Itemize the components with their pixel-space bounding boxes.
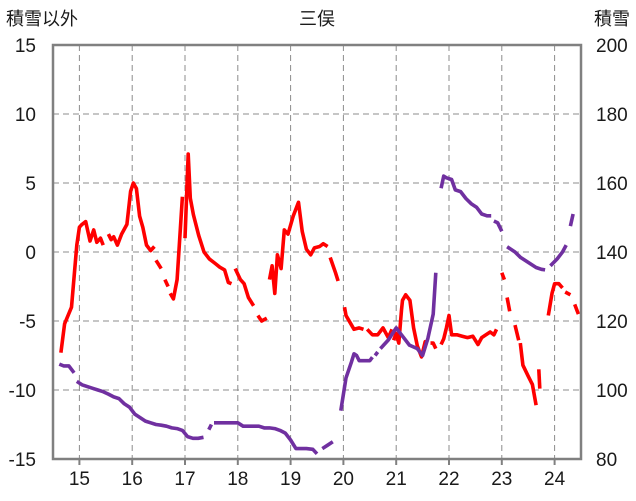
chart-title: 三俣 [299, 9, 335, 30]
series-segment [537, 369, 542, 389]
series-layer [58, 152, 581, 456]
x-tick-label: 18 [227, 469, 248, 490]
plot-frame [51, 43, 583, 461]
y-left-tick-label: 10 [15, 105, 36, 126]
y-right-tick-label: 200 [596, 36, 628, 57]
series-segment [58, 362, 76, 374]
series-segment [546, 281, 564, 316]
series-segment [505, 297, 512, 312]
series-segment [321, 440, 334, 451]
y-right-tick-label: 100 [596, 381, 628, 402]
series-segment [564, 290, 572, 297]
y-left-tick-label: -15 [9, 450, 36, 471]
x-tick-label: 20 [333, 469, 354, 490]
x-tick-label: 19 [280, 469, 301, 490]
series-segment [549, 244, 568, 268]
series-segment [573, 303, 581, 315]
x-tick-label: 16 [122, 469, 143, 490]
y-left-tick-label: 5 [25, 174, 36, 195]
y-left-tick-label: -10 [9, 381, 36, 402]
x-tick-label: 22 [438, 469, 459, 490]
y-right-tick-label: 160 [596, 174, 628, 195]
y-right-tick-label: 120 [596, 312, 628, 333]
x-tick-label: 17 [174, 469, 195, 490]
y-right-tick-label: 180 [596, 105, 628, 126]
series-segment [439, 174, 492, 218]
series-segment [568, 213, 575, 227]
series-segment [439, 313, 499, 347]
x-tick-label: 15 [69, 469, 90, 490]
series-segment [267, 200, 329, 296]
series-segment [430, 341, 438, 350]
series-segment [214, 420, 319, 456]
x-tick-label: 23 [491, 469, 512, 490]
series-segment [154, 259, 163, 270]
series-segment [233, 267, 256, 307]
series-segment [256, 314, 268, 323]
y-right-tick-label: 140 [596, 243, 628, 264]
series-segment [75, 379, 204, 441]
series-segment [500, 272, 507, 281]
x-tick-label: 21 [386, 469, 407, 490]
series-segment [183, 152, 233, 286]
series-segment [163, 278, 170, 288]
right-axis-series [58, 174, 575, 456]
y-left-tick-label: -5 [19, 312, 36, 333]
series-segment [379, 272, 438, 358]
series-segment [59, 219, 105, 353]
grid [53, 45, 581, 459]
series-segment [106, 181, 156, 253]
right-axis-label: 積雪 [594, 9, 630, 30]
series-segment [342, 306, 365, 332]
series-segment [339, 351, 374, 411]
left-axis-series [59, 152, 581, 406]
y-right-tick-label: 80 [596, 450, 617, 471]
series-segment [207, 423, 214, 431]
series-segment [493, 219, 504, 233]
y-left-tick-label: 15 [15, 36, 36, 57]
left-axis-label: 積雪以外 [6, 9, 78, 30]
series-segment [513, 324, 521, 341]
series-segment [373, 350, 380, 357]
x-tick-label: 24 [544, 469, 566, 490]
y-left-tick-label: 0 [25, 243, 36, 264]
series-segment [168, 196, 185, 301]
ticks: 15 16 17 18 19 20 21 22 23 24 15 10 5 0 -5 -10 -15 200 180… [9, 36, 628, 490]
series-segment [328, 256, 340, 282]
series-segment [506, 245, 546, 272]
series-segment [518, 342, 538, 406]
